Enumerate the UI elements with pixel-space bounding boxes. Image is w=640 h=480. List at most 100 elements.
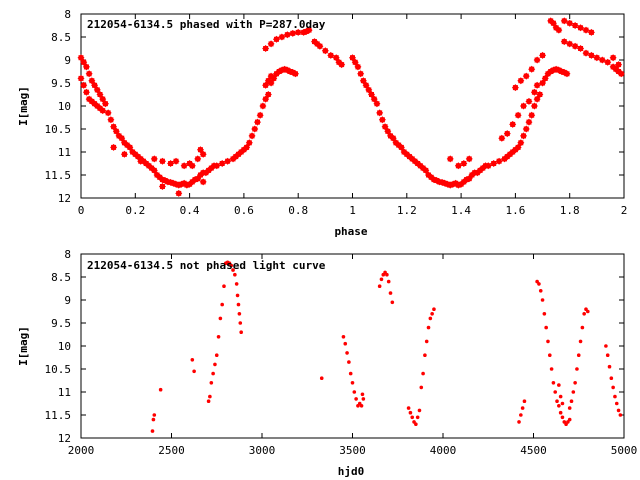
data-point-top bbox=[175, 189, 183, 197]
data-point-bottom bbox=[558, 394, 563, 399]
data-point-top bbox=[511, 84, 519, 92]
data-point-bottom bbox=[569, 399, 574, 404]
data-point-top bbox=[357, 70, 365, 78]
data-point-bottom bbox=[236, 302, 241, 307]
data-point-top bbox=[262, 95, 270, 103]
x-tick-label: 0.6 bbox=[234, 204, 254, 217]
data-point-top bbox=[180, 162, 188, 170]
data-point-bottom bbox=[430, 312, 434, 316]
data-point-bottom bbox=[417, 408, 422, 413]
data-point-top bbox=[522, 72, 530, 80]
data-point-bottom bbox=[567, 417, 572, 422]
data-point-bottom bbox=[558, 410, 563, 415]
data-point-top bbox=[617, 70, 625, 78]
data-point-top bbox=[376, 109, 384, 117]
data-point-top bbox=[199, 178, 207, 186]
data-point-top bbox=[525, 118, 533, 126]
data-point-bottom bbox=[388, 291, 393, 295]
data-point-top bbox=[150, 166, 158, 174]
data-point-bottom bbox=[432, 307, 436, 312]
data-point-top bbox=[278, 33, 286, 41]
data-point-top bbox=[213, 162, 221, 170]
data-point-bottom bbox=[419, 385, 424, 390]
data-point-top bbox=[520, 102, 528, 110]
data-point-bottom bbox=[209, 381, 214, 385]
data-point-bottom bbox=[613, 394, 617, 399]
data-point-bottom bbox=[576, 353, 581, 358]
data-point-bottom bbox=[424, 339, 429, 344]
data-point-top bbox=[338, 61, 346, 69]
data-point-bottom bbox=[150, 429, 155, 433]
data-point-top bbox=[91, 81, 99, 89]
x-tick-label: 2 bbox=[621, 204, 628, 217]
data-point-top bbox=[522, 125, 530, 133]
data-point-top bbox=[368, 91, 376, 98]
data-point-bottom bbox=[233, 272, 237, 277]
data-point-top bbox=[262, 81, 270, 89]
data-point-top bbox=[517, 139, 525, 147]
y-tick-label: 8.5 bbox=[51, 271, 71, 284]
data-point-top bbox=[539, 79, 547, 87]
data-point-top bbox=[256, 111, 264, 119]
data-point-top bbox=[587, 28, 595, 36]
data-point-top bbox=[218, 160, 226, 167]
data-point-top bbox=[582, 26, 590, 34]
data-point-top bbox=[110, 123, 118, 131]
data-point-top bbox=[520, 132, 528, 140]
data-point-top bbox=[533, 56, 541, 64]
axis-ticks-bottom: 2000 2500 3000 3500 4000 4500 5000 8 8.5 9 9.5 10 10… bbox=[45, 248, 638, 457]
data-point-bottom bbox=[567, 406, 572, 410]
data-point-top bbox=[267, 40, 275, 48]
data-point-bottom bbox=[151, 417, 156, 422]
data-point-bottom bbox=[208, 394, 212, 399]
x-tick-label: 5000 bbox=[611, 444, 638, 457]
data-point-bottom bbox=[519, 413, 523, 417]
data-point-top bbox=[264, 77, 272, 85]
data-point-bottom bbox=[235, 293, 240, 298]
y-tick-label: 12 bbox=[58, 432, 71, 445]
y-tick-label: 11.5 bbox=[45, 169, 72, 182]
data-point-top bbox=[80, 58, 88, 66]
data-point-top bbox=[77, 54, 85, 62]
x-tick-label: 4000 bbox=[430, 444, 457, 457]
data-point-bottom bbox=[390, 300, 395, 305]
data-point-top bbox=[316, 42, 324, 50]
data-point-top bbox=[167, 160, 175, 167]
data-point-bottom bbox=[557, 383, 561, 387]
x-tick-label: 2500 bbox=[158, 444, 185, 457]
data-point-top bbox=[460, 160, 468, 167]
data-point-top bbox=[267, 72, 275, 80]
data-point-bottom bbox=[408, 410, 413, 415]
data-point-bottom bbox=[517, 420, 521, 424]
data-point-bottom bbox=[406, 406, 411, 410]
data-point-top bbox=[294, 28, 302, 36]
data-point-top bbox=[137, 157, 145, 165]
data-point-bottom bbox=[341, 335, 346, 339]
unphased-light-curve-panel: 2000 2500 3000 3500 4000 4500 5000 8 8.5 9 9.5 10 10… bbox=[17, 248, 637, 478]
data-point-top bbox=[351, 58, 359, 66]
data-point-bottom bbox=[582, 312, 586, 316]
data-point-bottom bbox=[546, 339, 550, 344]
data-point-bottom bbox=[611, 385, 615, 390]
data-point-top bbox=[609, 54, 617, 62]
data-point-bottom bbox=[415, 415, 420, 420]
data-point-top bbox=[577, 45, 585, 52]
data-point-bottom bbox=[426, 325, 431, 330]
data-point-bottom bbox=[319, 376, 324, 381]
data-point-top bbox=[112, 127, 120, 135]
x-tick-label: 1 bbox=[349, 204, 356, 217]
data-point-bottom bbox=[359, 404, 364, 408]
y-tick-label: 11 bbox=[58, 386, 71, 399]
data-point-top bbox=[498, 134, 506, 142]
data-point-top bbox=[533, 81, 541, 89]
data-point-top bbox=[99, 95, 107, 103]
data-point-bottom bbox=[614, 401, 619, 406]
data-point-top bbox=[604, 58, 612, 66]
data-point-top bbox=[194, 155, 202, 163]
data-point-top bbox=[245, 139, 253, 147]
data-point-top bbox=[528, 65, 536, 73]
data-point-top bbox=[77, 74, 85, 82]
data-point-top bbox=[349, 54, 356, 62]
data-point-top bbox=[566, 40, 574, 48]
data-point-top bbox=[283, 31, 291, 39]
